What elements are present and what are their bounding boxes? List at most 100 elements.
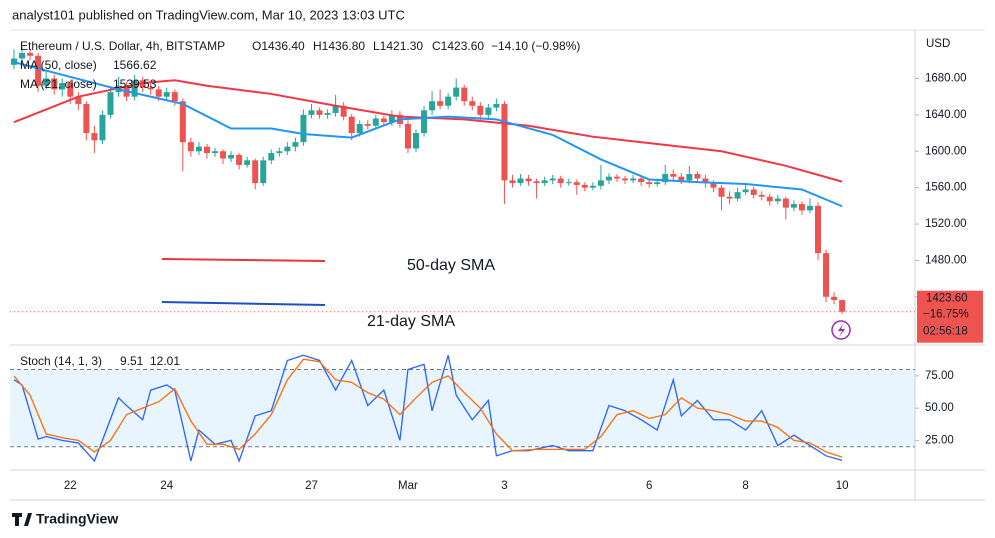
candle-body [453, 87, 460, 97]
candle-body [509, 180, 516, 184]
indicator-title: Stoch (14, 1, 3) [20, 354, 102, 368]
stoch-band [10, 369, 915, 447]
annotation-line [161, 301, 326, 306]
candle-body [244, 160, 251, 165]
candle-body [203, 146, 210, 154]
annotation-line [161, 258, 326, 262]
candle-body [19, 53, 26, 59]
legend-value: 1539.53 [113, 77, 157, 91]
candle-body [469, 101, 476, 106]
candle-body [573, 182, 580, 185]
candle-body [11, 58, 17, 65]
candle-body [630, 178, 637, 181]
candle-body [131, 80, 138, 97]
candle-body [614, 176, 620, 179]
candle-body [27, 53, 34, 56]
y-tick-label: 75.00 [925, 370, 954, 382]
candle-body [589, 185, 596, 188]
candle-body [533, 181, 540, 184]
candle-body [646, 182, 653, 184]
x-tick-label: 24 [160, 480, 173, 492]
candle-body [340, 105, 347, 117]
y-tick-label: 1680.00 [925, 73, 967, 85]
x-tick-label: 27 [305, 480, 318, 492]
candle-body [445, 96, 452, 106]
candle-body [774, 198, 781, 202]
candle-body [670, 173, 677, 177]
symbol-title: Ethereum / U.S. Dollar, 4h, BITSTAMP [20, 39, 225, 53]
candle-body [815, 205, 821, 254]
candle-body [758, 194, 765, 197]
candle-body [718, 187, 725, 197]
candle-body [187, 142, 194, 152]
candle-body [605, 176, 612, 181]
candle-body [766, 196, 773, 202]
candle-body [35, 55, 42, 86]
ohlc-value: O1436.40 [252, 39, 305, 53]
candle-body [220, 151, 227, 159]
annotation: 21-day SMA [367, 313, 455, 330]
candle-body [91, 133, 98, 141]
candle-body [292, 142, 299, 147]
candle-body [726, 196, 733, 199]
candle-body [839, 300, 846, 312]
candle-body [694, 173, 701, 179]
y-tick-label: 25.00 [925, 434, 954, 446]
currency: USD [926, 38, 950, 50]
candle-body [99, 114, 106, 141]
candle-body [806, 205, 813, 211]
price-tag-change: −16.75% [923, 309, 969, 321]
price-tag-value: 1423.60 [926, 293, 968, 305]
y-tick-label: 1600.00 [925, 145, 967, 157]
candle-body [75, 96, 82, 104]
legend: MA (50, close) 1566.62 MA (21, close) 1539.… [20, 39, 580, 368]
candle-body [597, 180, 604, 186]
ohlc-value: L1421.30 [373, 39, 423, 53]
candle-body [195, 146, 202, 152]
candle-body [581, 184, 588, 188]
candle-body [549, 178, 556, 181]
legend-value: 12.01 [150, 354, 180, 368]
candle-body [59, 83, 66, 90]
candle-body [147, 87, 154, 90]
legend-name: MA (21, close) [20, 77, 97, 91]
candle-body [782, 198, 789, 208]
candle-body [541, 180, 548, 184]
x-tick-label: 8 [742, 480, 748, 492]
candle-body [171, 92, 178, 102]
candle-body [461, 87, 468, 102]
brand: TradingView [36, 511, 118, 527]
candle-body [429, 101, 436, 111]
candle-body [493, 103, 500, 108]
candle-body [324, 113, 331, 115]
candle-body [380, 118, 387, 123]
candle-body [212, 151, 218, 154]
legend-value: 1566.62 [113, 58, 157, 72]
ma-line [13, 61, 843, 208]
ohlc-value: −14.10 (−0.98%) [491, 39, 580, 53]
candle-body [798, 204, 805, 211]
plot: 1440.001480.001520.001560.001600.001640.… [10, 38, 983, 492]
candle-body [268, 153, 275, 161]
candle-body [276, 151, 283, 154]
candle-body [477, 105, 484, 115]
candle-body [364, 123, 371, 126]
candle-body [236, 154, 243, 165]
candle-body [565, 182, 572, 184]
candle-body [388, 114, 395, 123]
x-tick-label: 6 [646, 480, 652, 492]
candle-body [622, 178, 629, 181]
x-tick-label: 22 [64, 480, 77, 492]
candle-body [155, 89, 162, 97]
candle-body [831, 296, 838, 301]
candle-body [348, 116, 355, 134]
candle-body [252, 160, 259, 184]
candle-body [356, 123, 363, 134]
candle-body [734, 192, 741, 199]
price-tag [917, 290, 983, 343]
candle-body [517, 178, 524, 184]
candle-body [413, 133, 419, 149]
candle-body [742, 189, 749, 193]
annotation: 50-day SMA [407, 257, 495, 274]
